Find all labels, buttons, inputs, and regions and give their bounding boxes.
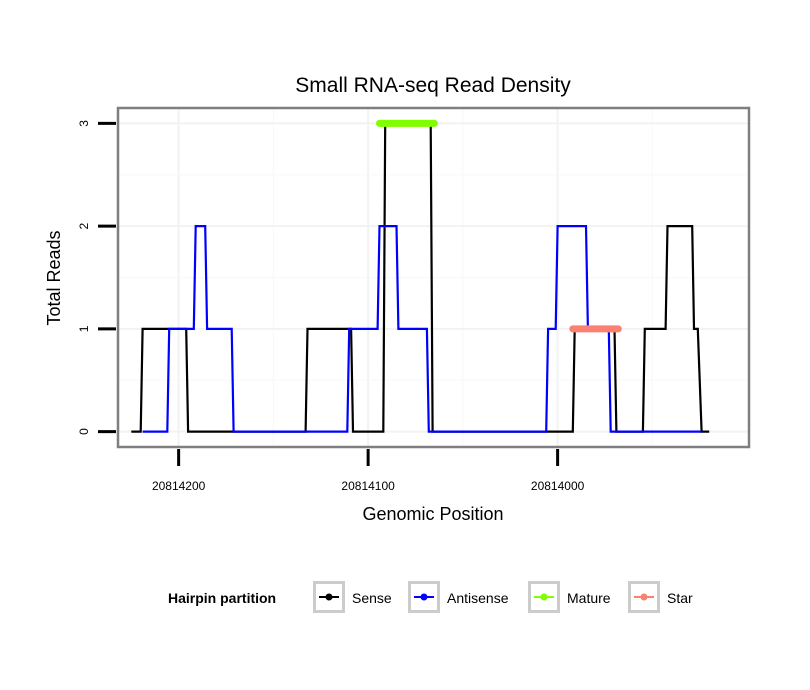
chart-title: Small RNA-seq Read Density — [295, 74, 571, 97]
x-axis-title: Genomic Position — [362, 504, 503, 524]
legend-key-point — [540, 593, 548, 601]
legend-title: Hairpin partition — [168, 590, 276, 606]
plot-border — [116, 106, 751, 449]
y-tick-label: 2 — [77, 222, 91, 229]
legend-key-point — [420, 593, 428, 601]
x-tick-label: 20814200 — [152, 479, 206, 493]
legend-key-point — [325, 593, 333, 601]
series-layer — [131, 119, 710, 433]
legend-label-sense: Sense — [352, 590, 392, 606]
legend-label-antisense: Antisense — [447, 590, 509, 606]
plot-panel — [116, 106, 751, 449]
y-axis-title: Total Reads — [44, 230, 64, 325]
legend-key-box — [408, 581, 440, 613]
y-axis: 0 1 2 3 — [77, 120, 116, 435]
x-tick-label: 20814100 — [341, 479, 395, 493]
y-tick-label: 1 — [77, 325, 91, 332]
legend-label-star: Star — [667, 590, 693, 606]
legend: Hairpin partition Sense Antisense Mature St… — [168, 581, 693, 613]
legend-key-point — [640, 593, 648, 601]
x-tick-label: 20814000 — [531, 479, 585, 493]
y-tick-label: 3 — [77, 120, 91, 127]
x-axis: 20814200 20814100 20814000 — [152, 449, 585, 493]
y-tick-label: 0 — [77, 428, 91, 435]
series-line-antisense — [142, 225, 702, 433]
legend-label-mature: Mature — [567, 590, 611, 606]
